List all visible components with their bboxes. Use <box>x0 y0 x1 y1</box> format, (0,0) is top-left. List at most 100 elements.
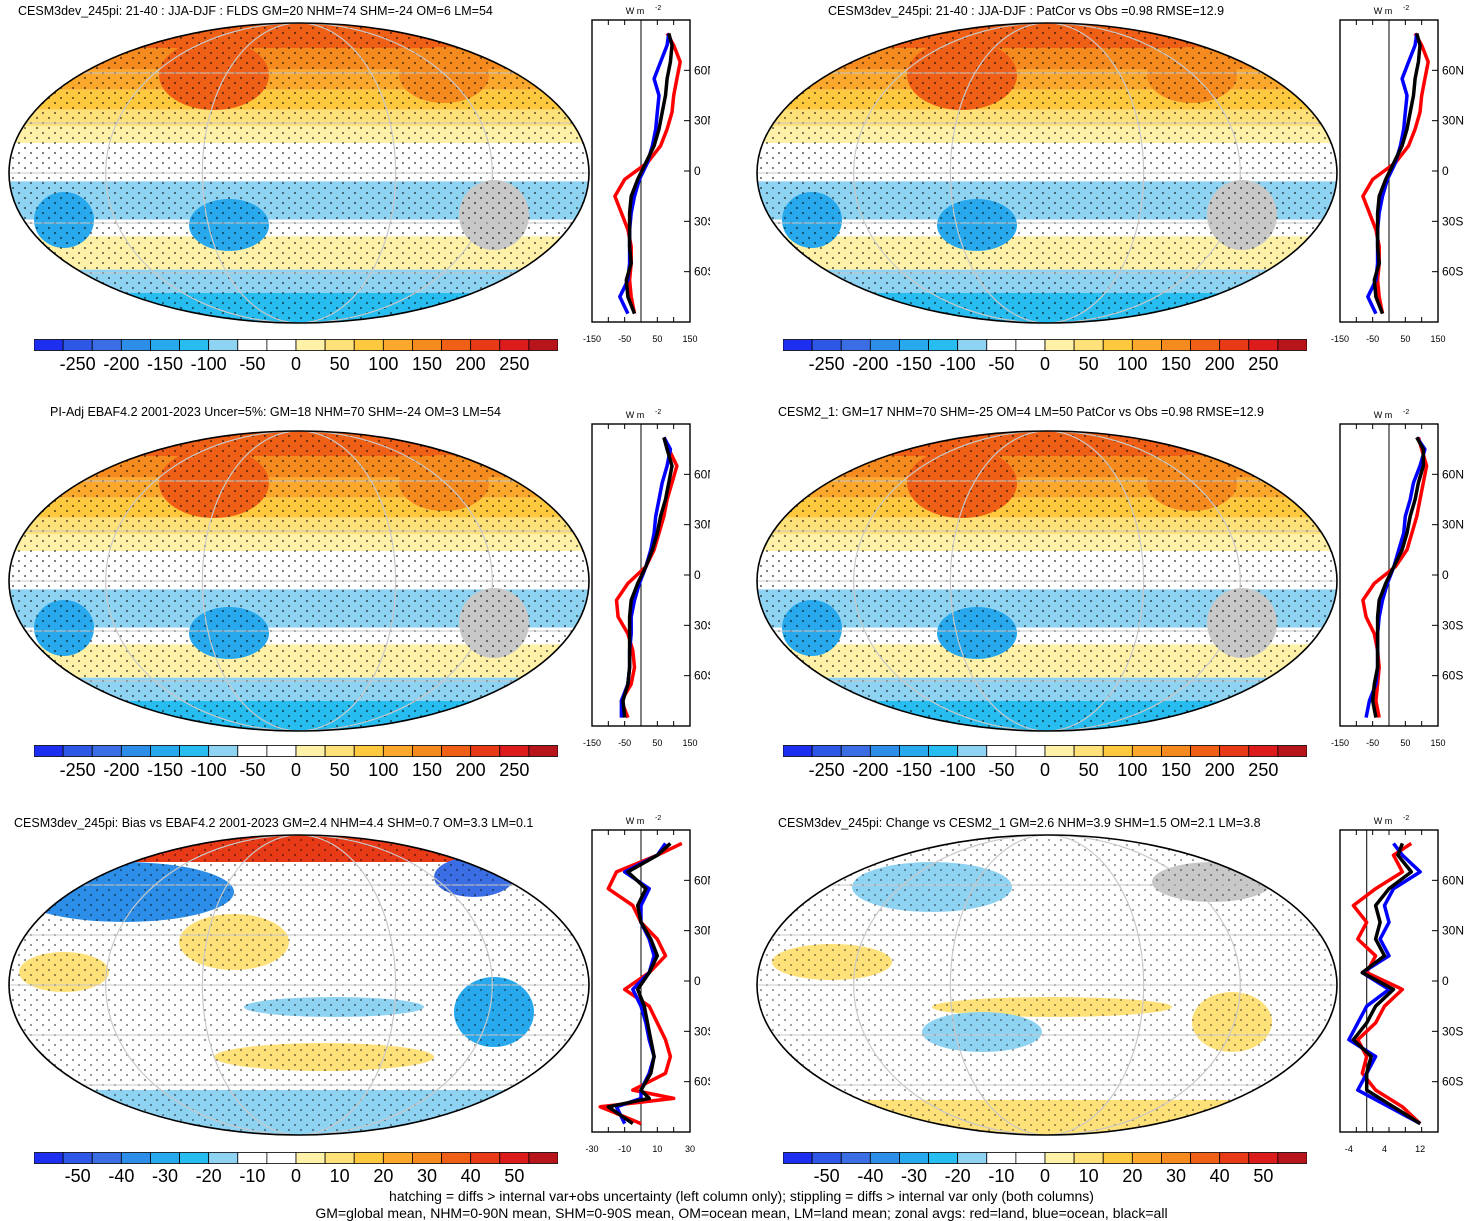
colorbar-swatch <box>986 339 1017 351</box>
colorbar-swatch <box>120 1152 151 1164</box>
colorbar-labels: -250 -200 -150 -100 -50 0 50 100 150 200 250 <box>34 760 558 784</box>
map-border <box>8 22 590 324</box>
colorbar-tick-label: 150 <box>1160 760 1192 780</box>
colorbar-swatch <box>295 745 326 757</box>
lat-tick-label: 0 <box>1442 974 1449 988</box>
map-field <box>757 431 1337 731</box>
colorbar-swatch <box>62 339 93 351</box>
colorbar-tick-label: -20 <box>195 1166 222 1186</box>
x-tick-label: -50 <box>1366 334 1379 344</box>
colorbar-swatch <box>470 745 501 757</box>
colorbar-swatch <box>528 745 558 757</box>
colorbar-swatch <box>470 339 501 351</box>
colorbar-swatch <box>957 745 988 757</box>
units-label: W m <box>1374 6 1393 16</box>
series-line-all <box>1351 842 1422 1126</box>
lat-tick-label: 60N <box>694 873 710 887</box>
colorbar-tick-label: -50 <box>64 1166 91 1186</box>
series-line-all <box>621 436 674 718</box>
map-gridline <box>105 23 493 323</box>
colorbar-swatch <box>869 1152 900 1164</box>
colorbar-swatch <box>1102 339 1133 351</box>
colorbar-tick-label: -250 <box>808 760 845 780</box>
colorbar-swatch <box>1044 1152 1075 1164</box>
map-gridline <box>949 23 1145 323</box>
lat-tick-label: 0 <box>694 974 701 988</box>
colorbar-tick-label: 50 <box>504 1166 525 1186</box>
x-tick-label: 150 <box>682 738 697 748</box>
x-tick-label: -50 <box>1366 738 1379 748</box>
colorbar-tick-label: -40 <box>857 1166 884 1186</box>
series-line-land <box>614 436 679 719</box>
colorbar-swatch <box>1044 339 1075 351</box>
world-map <box>8 22 590 324</box>
map-border <box>756 22 1338 324</box>
colorbar-labels: -250 -200 -150 -100 -50 0 50 100 150 200 250 <box>783 760 1307 784</box>
x-tick-label: 50 <box>652 738 662 748</box>
lat-tick-label: 30S <box>694 618 710 632</box>
colorbar-tick-label: -100 <box>939 760 976 780</box>
x-tick-label: 12 <box>1415 1144 1425 1154</box>
colorbar <box>34 339 558 351</box>
colorbar-swatch <box>150 339 180 351</box>
x-tick-label: -50 <box>618 334 631 344</box>
colorbar-tick-label: -50 <box>988 760 1015 780</box>
colorbar-swatch <box>237 339 268 351</box>
colorbar-swatch <box>179 339 210 351</box>
map-gridline <box>201 431 397 731</box>
colorbar-tick-label: 200 <box>1204 354 1235 374</box>
colorbar-swatch <box>150 745 180 757</box>
colorbar <box>783 745 1307 757</box>
colorbar-swatch <box>179 745 210 757</box>
lat-tick-label: 30S <box>1442 214 1463 228</box>
x-tick-label: -150 <box>1331 738 1349 748</box>
colorbar <box>34 745 558 757</box>
x-tick-label: 150 <box>1430 334 1445 344</box>
lat-tick-label: 60N <box>1442 467 1464 481</box>
map-gridline <box>853 23 1241 323</box>
colorbar-swatch <box>840 745 871 757</box>
series-line-land <box>1361 436 1429 718</box>
series-line-land <box>613 32 682 314</box>
colorbar-swatch <box>34 745 64 757</box>
zonal-mean-plot: W m -2 60N 30N 0 30S 60S -150 -50 50 150 <box>1331 409 1464 748</box>
lat-tick-label: 30S <box>1442 618 1463 632</box>
colorbar-swatch <box>1102 745 1133 757</box>
map-gridline <box>853 835 1241 1135</box>
colorbar-tick-label: 250 <box>1248 760 1279 780</box>
colorbar-tick-label: 40 <box>460 1166 481 1186</box>
x-tick-label: 150 <box>682 334 697 344</box>
x-tick-label: 150 <box>1430 738 1445 748</box>
colorbar-tick-label: -200 <box>103 354 140 374</box>
lat-tick-label: 30N <box>1442 518 1464 532</box>
lat-tick-label: 0 <box>694 568 701 582</box>
colorbar-swatch <box>783 339 813 351</box>
map-border <box>8 834 590 1136</box>
colorbar-tick-label: -250 <box>59 760 96 780</box>
world-map <box>756 834 1338 1136</box>
colorbar-swatch <box>986 745 1017 757</box>
colorbar-swatch <box>237 745 268 757</box>
colorbar-swatch <box>1073 1152 1104 1164</box>
map-field <box>9 431 589 731</box>
colorbar-tick-label: -30 <box>900 1166 928 1186</box>
colorbar-swatch <box>1015 1152 1046 1164</box>
colorbar-swatch <box>811 745 842 757</box>
colorbar-swatch <box>266 1152 297 1164</box>
world-map <box>8 834 590 1136</box>
colorbar-tick-label: 0 <box>1039 354 1051 374</box>
series-line-land <box>598 841 683 1126</box>
plot-frame <box>1339 829 1439 1133</box>
colorbar-swatch <box>957 1152 988 1164</box>
map-field <box>757 23 1337 323</box>
x-tick-label: 50 <box>1400 738 1410 748</box>
lat-tick-label: 60S <box>694 669 710 683</box>
colorbar-swatch <box>353 339 384 351</box>
panel-title: CESM3dev_245pi: Bias vs EBAF4.2 2001-202… <box>14 816 534 830</box>
colorbar-tick-label: -250 <box>808 354 845 374</box>
colorbar-tick-label: -10 <box>239 1166 266 1186</box>
colorbar-swatch <box>1277 745 1307 757</box>
lat-tick-label: 30N <box>694 114 710 128</box>
colorbar-swatch <box>957 339 988 351</box>
lat-tick-label: 60S <box>1442 265 1463 279</box>
